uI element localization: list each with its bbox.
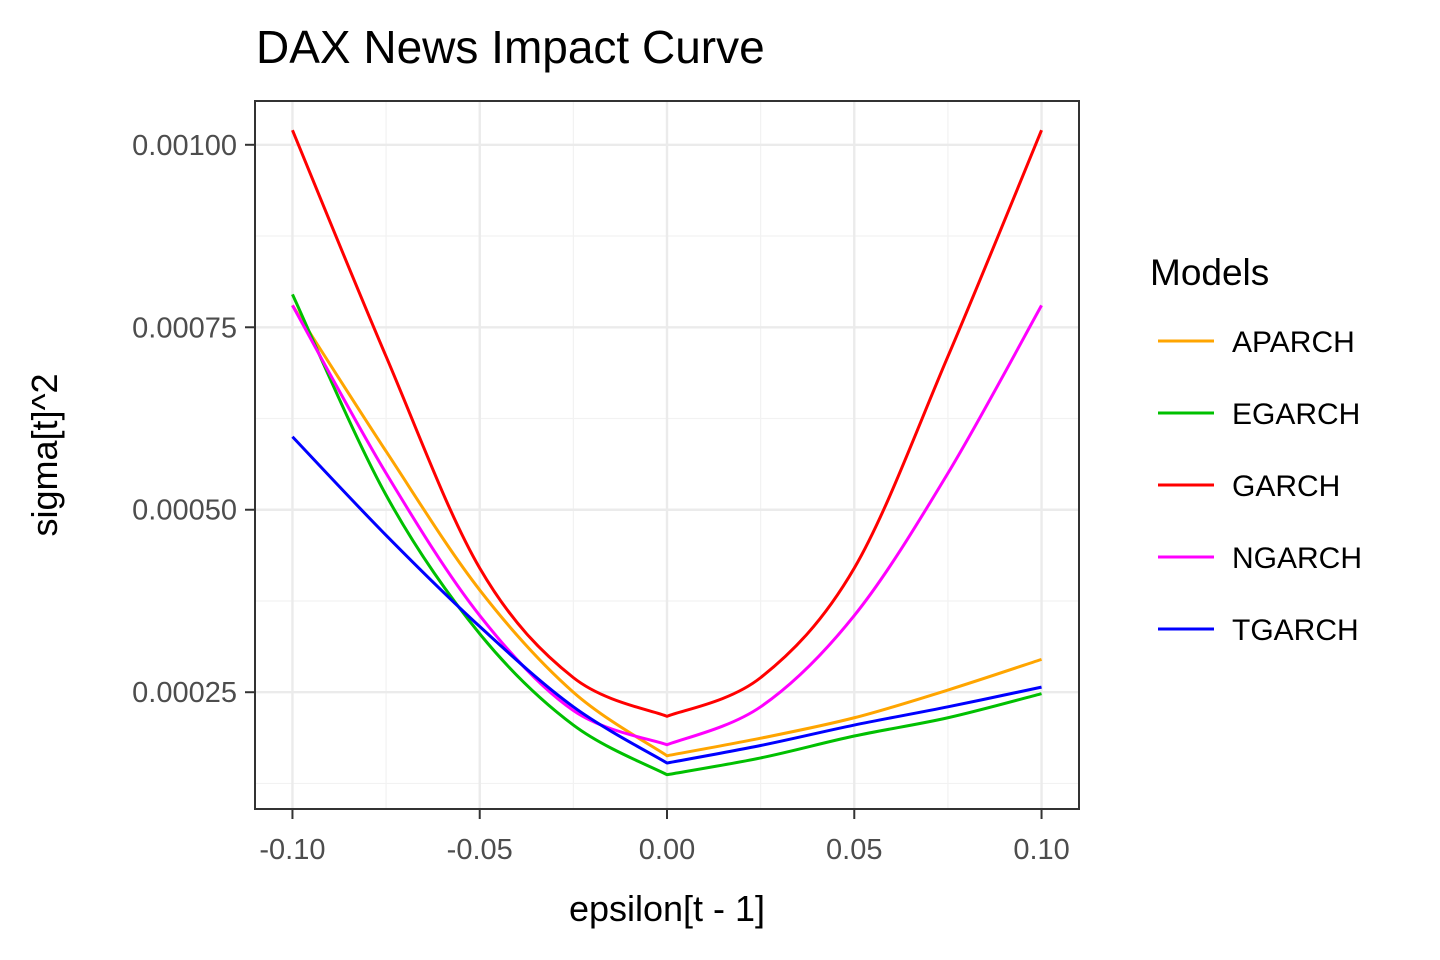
y-tick-label: 0.00075 — [132, 312, 237, 344]
x-tick-label: 0.10 — [1013, 834, 1069, 866]
y-tick-label: 0.00100 — [132, 130, 237, 162]
chart-title: DAX News Impact Curve — [256, 21, 765, 73]
legend-label-egarch: EGARCH — [1232, 398, 1360, 431]
series-line-egarch — [291, 293, 1042, 777]
legend-items: APARCH EGARCH GARCH NGARCH TGARCH — [1158, 326, 1362, 647]
legend-title: Models — [1150, 252, 1269, 293]
legend-label-ngarch: NGARCH — [1232, 542, 1362, 575]
legend-label-garch: GARCH — [1232, 470, 1340, 503]
series-line-garch — [291, 129, 1043, 718]
series-line-tgarch — [291, 435, 1042, 765]
x-axis: -0.10 -0.05 0.00 0.05 0.10 — [259, 809, 1070, 866]
x-tick-label: 0.00 — [639, 834, 695, 866]
x-tick-label: -0.05 — [447, 834, 513, 866]
y-axis: 0.00025 0.00050 0.00075 0.00100 — [132, 130, 255, 709]
legend: Models APARCH EGARCH GARCH NGARCH TGARCH — [1150, 252, 1362, 647]
y-tick-label: 0.00050 — [132, 495, 237, 527]
y-axis-title: sigma[t]^2 — [24, 374, 65, 537]
series-line-ngarch — [291, 304, 1043, 747]
x-tick-label: -0.10 — [259, 834, 325, 866]
x-tick-label: 0.05 — [826, 834, 882, 866]
grid-major — [255, 101, 1079, 809]
legend-label-tgarch: TGARCH — [1232, 614, 1359, 647]
legend-label-aparch: APARCH — [1232, 326, 1355, 359]
series-line-aparch — [291, 304, 1043, 758]
x-axis-title: epsilon[t - 1] — [569, 888, 765, 929]
series-lines — [291, 129, 1043, 777]
y-tick-label: 0.00025 — [132, 677, 237, 709]
